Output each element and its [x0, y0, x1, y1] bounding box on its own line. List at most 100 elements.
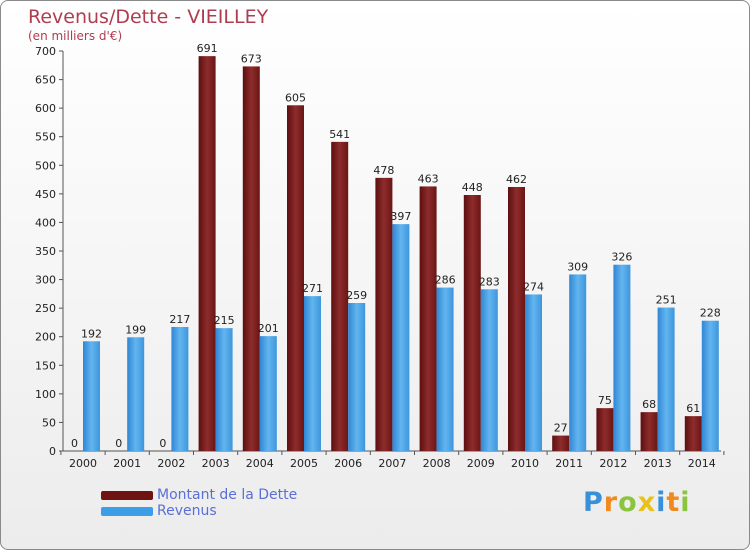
data-label-debt: 541 [329, 128, 350, 141]
bar-revenus [701, 320, 719, 451]
proxiti-logo: Proxiti [583, 487, 691, 518]
data-label-debt: 673 [241, 52, 262, 65]
bar-revenus [613, 264, 631, 451]
bar-debt [419, 186, 437, 451]
data-label-debt: 462 [506, 173, 527, 186]
data-label-revenus: 271 [302, 282, 323, 295]
x-tick-label: 2012 [599, 457, 627, 470]
logo-letter: r [603, 487, 619, 518]
x-tick-label: 2006 [334, 457, 362, 470]
chart-title: Revenus/Dette - VIEILLEY [28, 6, 269, 28]
legend: Montant de la Dette Revenus [101, 487, 297, 519]
y-tick-label: 200 [35, 331, 56, 344]
data-label-debt: 68 [642, 398, 656, 411]
data-label-debt: 0 [115, 437, 122, 450]
bar-revenus [525, 294, 542, 451]
logo-letter: i [656, 487, 667, 518]
data-label-debt: 448 [462, 181, 483, 194]
bar-debt [596, 408, 614, 451]
y-tick-label: 50 [42, 416, 56, 429]
x-tick-label: 2008 [423, 457, 451, 470]
x-tick-label: 2009 [467, 457, 495, 470]
data-label-debt: 605 [285, 91, 306, 104]
x-tick-label: 2013 [644, 457, 672, 470]
legend-item-debt: Montant de la Dette [101, 487, 297, 503]
chart-subtitle: (en milliers d'€) [28, 29, 123, 43]
logo-letter: o [618, 487, 638, 518]
bar-debt [463, 195, 481, 451]
data-label-revenus: 228 [700, 307, 721, 320]
data-label-revenus: 309 [567, 260, 588, 273]
bar-revenus [83, 341, 100, 451]
data-label-revenus: 286 [435, 274, 456, 287]
data-label-debt: 27 [554, 422, 568, 435]
bar-debt [242, 66, 260, 451]
y-tick-label: 550 [35, 131, 56, 144]
bar-revenus [215, 328, 233, 451]
x-tick-label: 2007 [378, 457, 406, 470]
x-tick-label: 2001 [113, 457, 141, 470]
data-label-debt: 75 [598, 394, 612, 407]
y-tick-label: 400 [35, 216, 56, 229]
logo-letter: x [637, 487, 657, 518]
x-tick-label: 2002 [157, 457, 185, 470]
bar-revenus [569, 274, 587, 451]
bar-debt [198, 56, 216, 452]
x-tick-label: 2010 [511, 457, 539, 470]
y-tick-label: 0 [49, 445, 56, 458]
y-tick-label: 100 [35, 388, 56, 401]
y-tick-label: 300 [35, 274, 56, 287]
y-tick-label: 650 [35, 74, 56, 87]
data-label-revenus: 274 [523, 280, 544, 293]
data-label-debt: 691 [197, 42, 218, 55]
bar-debt [640, 412, 658, 451]
bar-revenus [657, 307, 675, 451]
bar-revenus [304, 296, 321, 451]
legend-item-revenus: Revenus [101, 503, 297, 519]
y-tick-label: 500 [35, 159, 56, 172]
data-label-revenus: 217 [169, 313, 190, 326]
x-tick-label: 2004 [246, 457, 274, 470]
bar-debt [684, 416, 702, 451]
data-label-revenus: 192 [81, 327, 102, 340]
x-tick-label: 2000 [69, 457, 97, 470]
legend-swatch-debt [101, 490, 153, 500]
y-tick-label: 150 [35, 359, 56, 372]
logo-letter: t [666, 487, 681, 518]
data-label-debt: 463 [418, 172, 439, 185]
bar-debt [331, 141, 349, 451]
x-tick-label: 2005 [290, 457, 318, 470]
bar-revenus [127, 337, 145, 451]
bar-revenus [348, 303, 366, 451]
logo-letter: P [583, 487, 604, 518]
y-tick-label: 600 [35, 102, 56, 115]
bar-revenus [480, 289, 498, 451]
data-label-debt: 478 [373, 164, 394, 177]
data-label-debt: 0 [71, 437, 78, 450]
bar-debt [552, 435, 570, 451]
legend-swatch-revenus [101, 506, 153, 516]
data-label-revenus: 283 [479, 275, 500, 288]
x-tick-label: 2014 [688, 457, 716, 470]
bar-revenus [259, 336, 277, 451]
y-tick-label: 700 [35, 45, 56, 58]
legend-label-revenus: Revenus [157, 503, 217, 519]
bar-revenus [171, 327, 189, 451]
y-tick-label: 450 [35, 188, 56, 201]
data-label-debt: 61 [686, 402, 700, 415]
x-tick-label: 2003 [202, 457, 230, 470]
bar-revenus [392, 224, 410, 451]
bar-revenus [436, 287, 454, 451]
data-label-revenus: 215 [214, 314, 235, 327]
data-label-revenus: 326 [611, 251, 632, 264]
data-label-revenus: 259 [346, 289, 367, 302]
data-label-revenus: 201 [258, 322, 279, 335]
data-label-debt: 0 [159, 437, 166, 450]
data-label-revenus: 199 [125, 323, 146, 336]
bar-debt [375, 177, 393, 451]
legend-label-debt: Montant de la Dette [157, 487, 298, 503]
bar-debt [287, 105, 304, 452]
data-label-revenus: 251 [656, 294, 677, 307]
